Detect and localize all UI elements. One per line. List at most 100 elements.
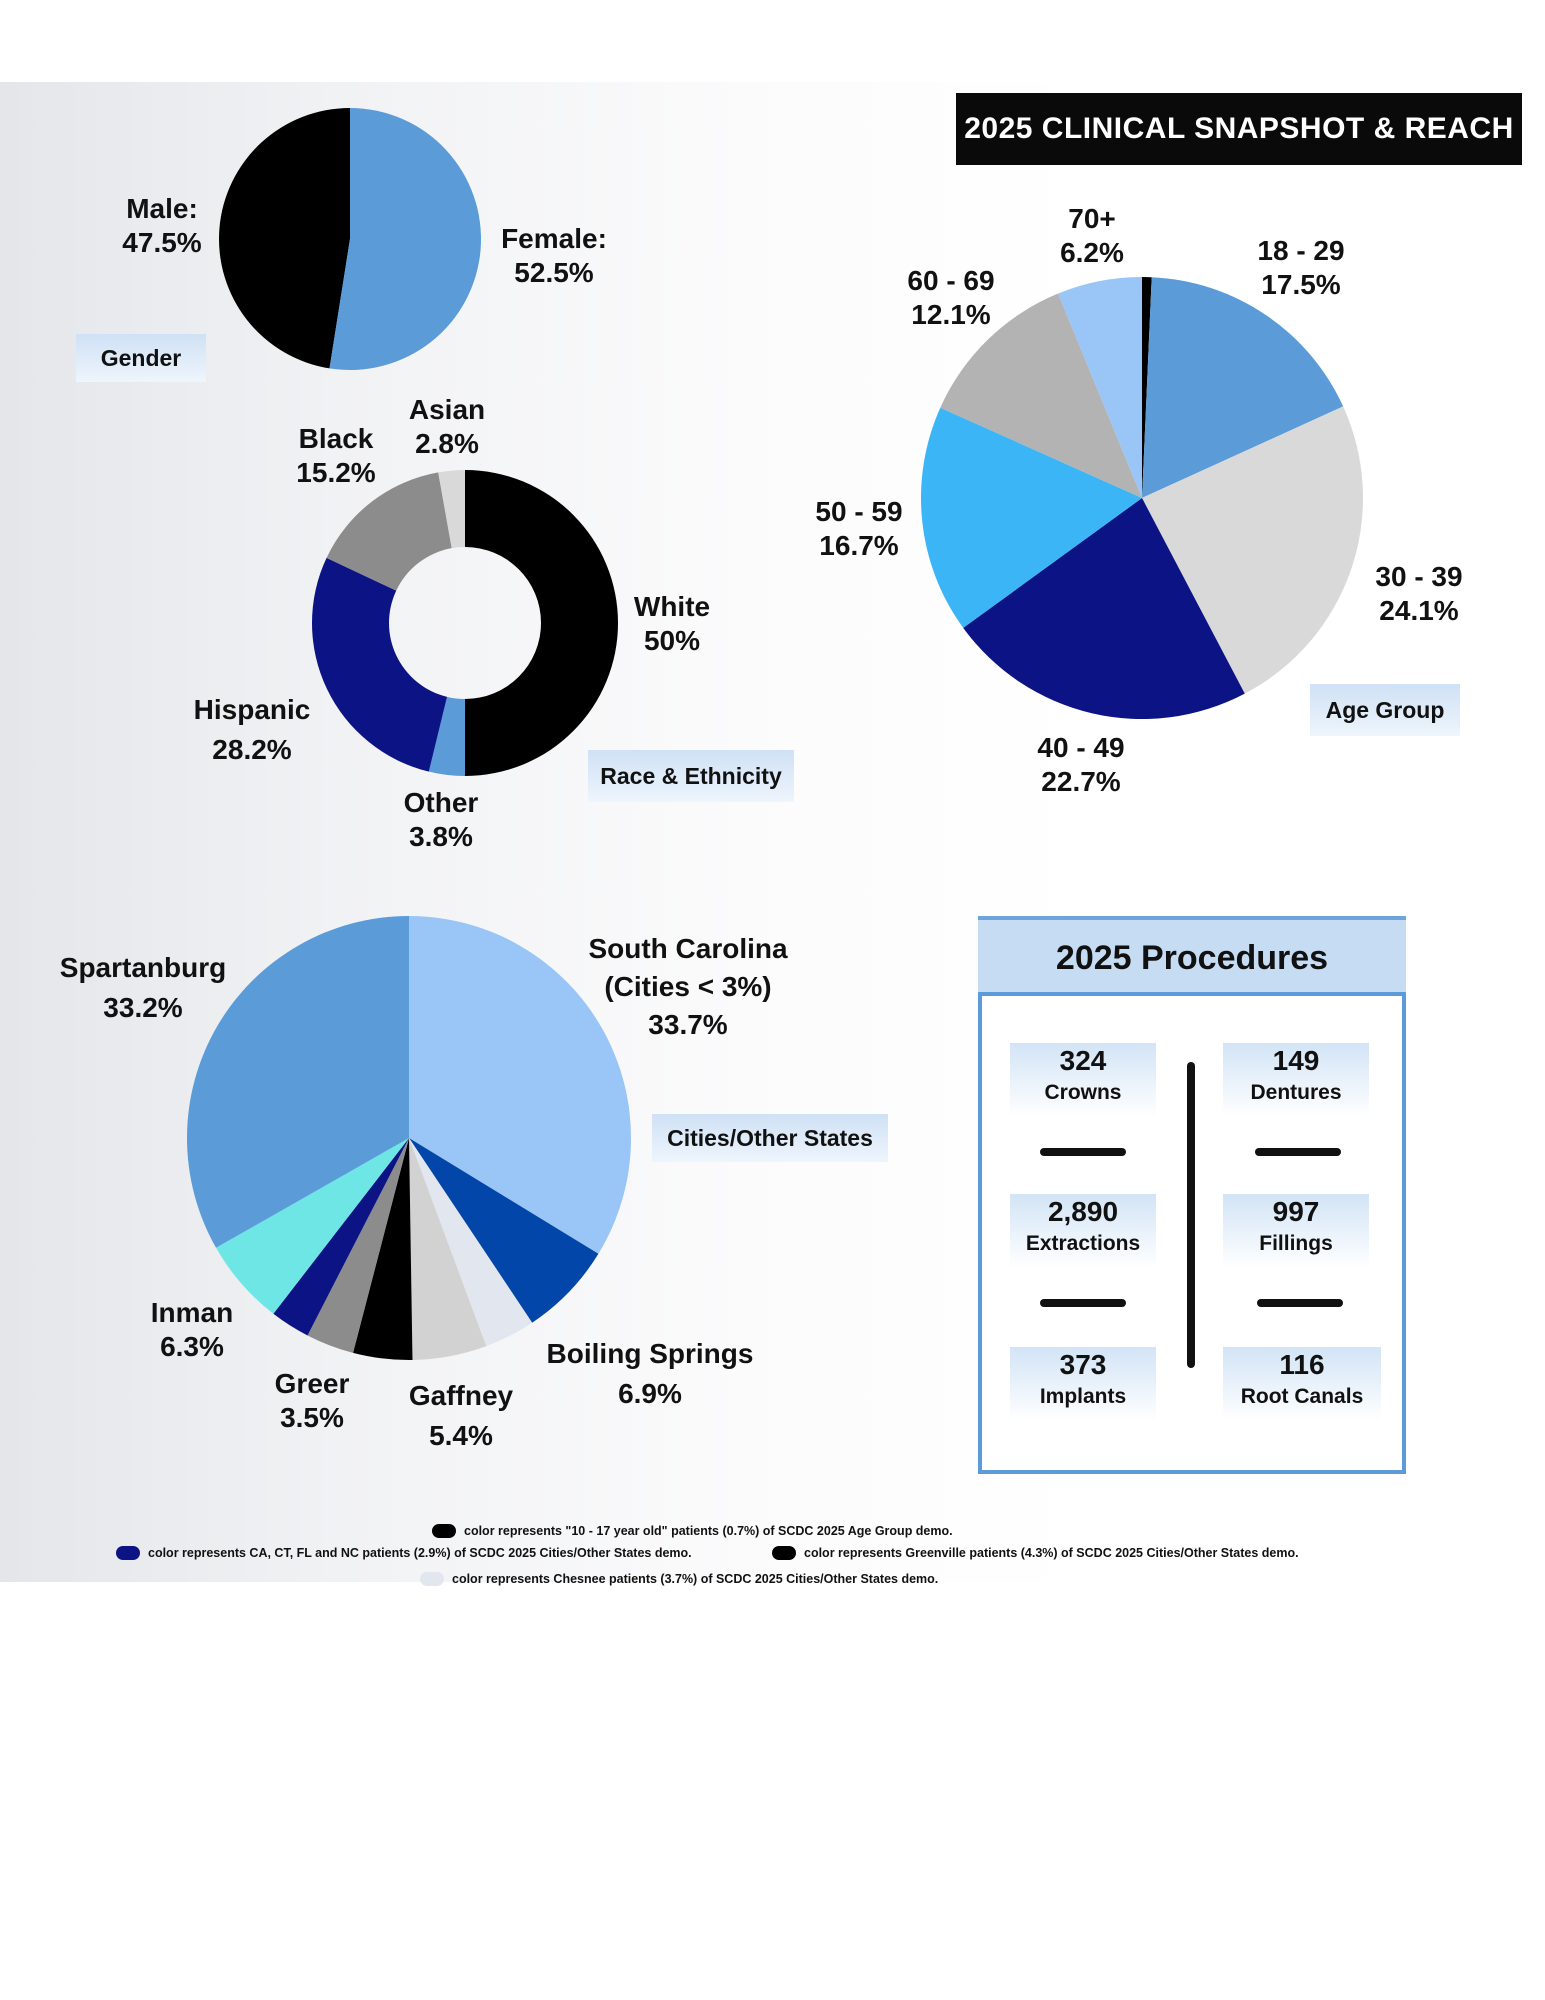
label-male-name: Male: <box>126 193 198 224</box>
label-greer: Greer 3.5% <box>262 1367 362 1435</box>
label-age-60-69-value: 12.1% <box>911 299 991 330</box>
procedure-fillings-value: 997 <box>1272 1196 1320 1227</box>
pie-slice-race-asian <box>438 470 465 549</box>
label-boiling-springs-name: Boiling Springs <box>546 1338 754 1369</box>
pie-slice-cities-boiling-springs <box>409 1138 599 1323</box>
label-female-value: 52.5% <box>514 257 594 288</box>
label-male: Male: 47.5% <box>112 192 212 260</box>
procedure-separator <box>1255 1148 1341 1156</box>
label-other-name: Other <box>403 787 479 818</box>
label-south-carolina-line1: South Carolina <box>588 933 788 964</box>
label-greer-name: Greer <box>274 1368 350 1399</box>
label-asian-value: 2.8% <box>415 428 479 459</box>
label-black-value: 15.2% <box>296 457 376 488</box>
note-text: color represents Chesnee patients (3.7%)… <box>452 1572 939 1586</box>
procedure-root-canals-value: 116 <box>1279 1349 1325 1380</box>
gender-pie-chart <box>218 108 481 370</box>
pie-slice-age-40-49 <box>963 498 1245 719</box>
label-age-60-69-name: 60 - 69 <box>907 265 995 296</box>
label-white-value: 50% <box>643 625 701 656</box>
procedure-column-divider <box>1187 1062 1195 1368</box>
pie-slice-race-white <box>465 470 618 776</box>
pie-slice-gender-male <box>218 108 350 369</box>
label-south-carolina-line2: (Cities < 3%) <box>604 971 772 1002</box>
procedure-implants-value: 373 <box>1059 1349 1107 1380</box>
label-age-50-59-value: 16.7% <box>819 530 899 561</box>
label-other: Other 3.8% <box>391 786 491 854</box>
label-asian-name: Asian <box>408 394 486 425</box>
note-color-swatch <box>116 1546 140 1560</box>
label-age-18-29-value: 17.5% <box>1261 269 1341 300</box>
label-spartanburg-name: Spartanburg <box>59 952 227 983</box>
label-greer-value: 3.5% <box>280 1402 344 1433</box>
procedure-root-canals-label: Root Canals <box>1240 1385 1364 1408</box>
age-chart-title: Age Group <box>1310 684 1460 736</box>
note-text: color represents Greenville patients (4.… <box>804 1546 1299 1560</box>
procedure-separator <box>1040 1299 1126 1307</box>
age-group-pie-chart <box>921 277 1363 719</box>
procedure-dentures-value: 149 <box>1272 1045 1320 1076</box>
label-hispanic: Hispanic 28.2% <box>177 690 327 770</box>
note-text: color represents "10 - 17 year old" pati… <box>464 1524 953 1538</box>
procedure-dentures: 149 Dentures <box>1223 1043 1369 1117</box>
pie-slice-cities-gaffney <box>409 1138 487 1360</box>
procedure-fillings-label: Fillings <box>1259 1232 1333 1255</box>
procedure-implants: 373 Implants <box>1010 1347 1156 1421</box>
label-gaffney: Gaffney 5.4% <box>398 1376 524 1456</box>
note-greenville: color represents Greenville patients (4.… <box>772 1546 1299 1560</box>
procedure-separator <box>1040 1148 1126 1156</box>
pie-slice-race-hispanic <box>311 557 448 772</box>
note-color-swatch <box>432 1524 456 1538</box>
label-asian: Asian 2.8% <box>397 393 497 461</box>
label-age-30-39-value: 24.1% <box>1379 595 1459 626</box>
label-spartanburg-value: 33.2% <box>103 992 183 1023</box>
label-spartanburg: Spartanburg 33.2% <box>40 948 246 1028</box>
cities-chart-title: Cities/Other States <box>652 1114 888 1162</box>
cities-pie-chart <box>187 916 631 1360</box>
pie-slice-cities-greer <box>307 1138 409 1353</box>
label-other-value: 3.8% <box>409 821 473 852</box>
procedure-extractions-value: 2,890 <box>1047 1196 1119 1227</box>
pie-slice-age-10-17 <box>1142 277 1152 498</box>
procedure-crowns: 324 Crowns <box>1010 1043 1156 1117</box>
label-female-name: Female: <box>501 223 607 254</box>
procedures-title: 2025 Procedures <box>978 916 1406 996</box>
pie-slice-race-black <box>326 472 452 591</box>
pie-slice-age-18-29 <box>1142 277 1344 498</box>
label-age-50-59-name: 50 - 59 <box>815 496 903 527</box>
label-inman-name: Inman <box>150 1297 234 1328</box>
label-age-40-49-name: 40 - 49 <box>1037 732 1125 763</box>
label-age-70-plus-value: 6.2% <box>1060 237 1124 268</box>
pie-slice-cities-greenville <box>353 1138 413 1360</box>
label-white-name: White <box>633 591 711 622</box>
label-black: Black 15.2% <box>286 422 386 490</box>
label-white: White 50% <box>617 590 727 658</box>
pie-slice-race-other <box>428 696 465 776</box>
note-other-states: color represents CA, CT, FL and NC patie… <box>116 1546 692 1560</box>
gender-chart-title: Gender <box>76 334 206 382</box>
pie-slice-cities-spartanburg <box>187 916 409 1248</box>
label-age-70-plus-name: 70+ <box>1068 203 1116 234</box>
pie-slice-age-70 <box>1058 277 1142 498</box>
note-color-swatch <box>420 1572 444 1586</box>
procedure-extractions: 2,890 Extractions <box>1010 1194 1156 1268</box>
procedure-dentures-label: Dentures <box>1250 1081 1342 1104</box>
note-color-swatch <box>772 1546 796 1560</box>
procedure-root-canals: 116 Root Canals <box>1223 1347 1381 1421</box>
label-age-30-39: 30 - 39 24.1% <box>1364 560 1474 628</box>
note-chesnee: color represents Chesnee patients (3.7%)… <box>420 1572 938 1586</box>
label-south-carolina: South Carolina (Cities < 3%) 33.7% <box>568 930 808 1044</box>
page-title: 2025 CLINICAL SNAPSHOT & REACH <box>956 93 1522 165</box>
label-age-30-39-name: 30 - 39 <box>1375 561 1463 592</box>
pie-slice-gender-female <box>329 108 481 370</box>
label-age-60-69: 60 - 69 12.1% <box>896 264 1006 332</box>
label-boiling-springs: Boiling Springs 6.9% <box>538 1334 762 1414</box>
label-female: Female: 52.5% <box>484 222 624 290</box>
label-inman: Inman 6.3% <box>142 1296 242 1364</box>
pie-slice-cities-chesnee <box>409 1138 533 1347</box>
procedure-extractions-label: Extractions <box>1025 1232 1141 1255</box>
procedure-separator <box>1257 1299 1343 1307</box>
pie-slice-age-30-39 <box>1142 406 1363 694</box>
race-ethnicity-donut-chart <box>311 470 618 776</box>
label-hispanic-name: Hispanic <box>193 694 311 725</box>
